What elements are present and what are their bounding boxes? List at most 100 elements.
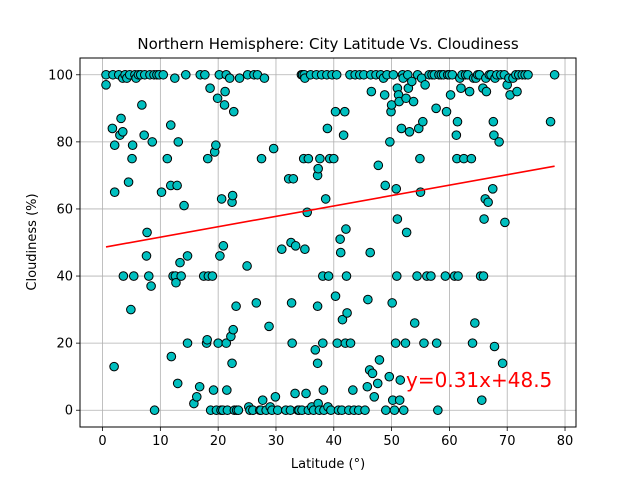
data-point [363,294,373,305]
data-point [419,338,429,348]
data-point [118,271,129,281]
data-point [116,113,126,124]
data-point [202,153,213,164]
data-point [228,106,239,117]
data-point [149,405,160,416]
data-point [476,395,487,405]
regression-line [105,165,555,248]
data-point [342,308,352,318]
x-axis-ticks: 0 10 20 30 40 50 60 70 80 [98,427,573,449]
data-point [101,80,111,90]
data-point [290,388,300,399]
data-point [453,271,463,281]
data-point [109,361,119,372]
data-point [341,224,351,234]
x-tick-label: 10 [152,434,169,449]
data-point [221,338,232,348]
plot-frame [79,57,577,428]
data-point [128,271,139,281]
data-point [407,76,417,87]
data-point [272,405,283,416]
data-point [400,338,411,348]
data-point [394,395,405,405]
data-point [341,271,352,281]
data-point [141,251,152,261]
data-point [218,241,229,251]
data-point [286,298,297,308]
data-point [322,123,333,134]
data-point [431,338,442,348]
data-point [466,153,477,164]
data-point [401,227,412,238]
data-point [456,83,466,93]
data-point [452,116,463,127]
data-point [139,130,149,140]
data-point [143,271,154,281]
data-point [420,80,430,90]
data-point [194,381,205,392]
data-point [233,405,244,416]
data-point [523,69,533,80]
x-tick-label: 70 [499,434,516,449]
x-tick-label: 50 [383,434,400,449]
data-point [408,96,419,107]
data-point [137,100,147,110]
data-point [242,261,252,271]
data-point [372,378,383,389]
data-point [276,244,287,255]
y-tick-label: 100 [48,68,73,83]
data-point [179,200,189,211]
data-point [323,271,334,281]
data-point [251,298,262,308]
data-point [433,405,443,416]
data-point [478,271,489,281]
data-point [127,140,138,151]
x-axis-label: Latitude (°) [291,457,365,472]
data-point [313,163,323,174]
y-axis-label: Cloudiness (%) [25,193,40,290]
data-point [264,321,274,332]
data-point [227,358,237,369]
data-point [156,187,167,197]
data-point [390,338,401,348]
data-point [409,318,420,328]
x-tick-label: 60 [441,434,458,449]
data-point [497,358,508,369]
data-point [369,392,380,402]
data-point [227,190,238,201]
data-point [146,281,156,291]
data-point [170,73,180,83]
data-point [441,106,452,117]
data-point [256,153,267,164]
data-point [287,338,297,348]
data-point [200,69,210,80]
data-point [488,116,499,127]
data-point [381,405,391,416]
data-point [426,271,436,281]
data-point [312,358,323,369]
data-point [216,194,227,204]
data-point [165,120,176,130]
y-tick-label: 0 [65,404,73,419]
data-point [379,90,390,100]
data-point [301,388,311,399]
data-point [338,130,349,140]
x-tick-label: 40 [326,434,343,449]
data-point [373,160,384,171]
data-point [142,227,152,238]
data-point [234,73,245,83]
data-point [431,103,441,114]
data-point [310,345,321,355]
data-point [224,73,235,83]
data-point [500,217,510,228]
data-point [332,338,343,348]
data-point [180,69,191,80]
data-point [388,69,399,80]
data-point [391,184,402,194]
regression-line-group [105,165,555,248]
data-point [158,69,169,80]
data-point [109,187,120,197]
data-point [512,86,522,97]
data-point [330,291,341,301]
